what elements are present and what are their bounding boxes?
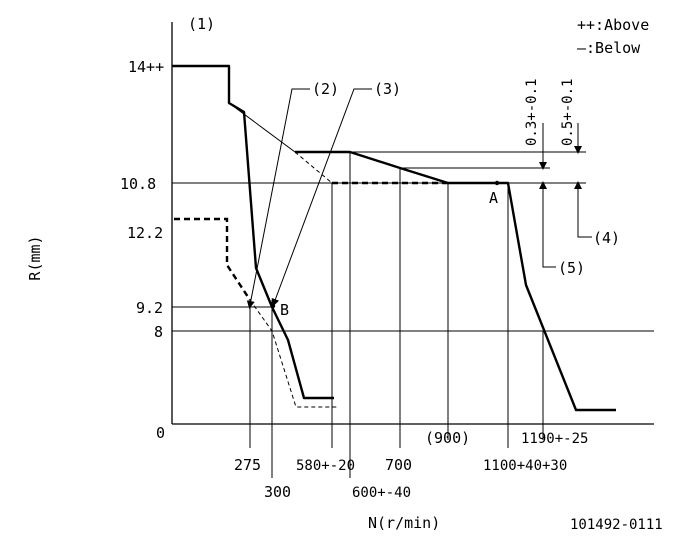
drawing-number: 101492-0111 [570, 517, 663, 533]
point-b-label: B [280, 301, 289, 319]
point-a-label: A [489, 189, 498, 207]
y-tick-14: 14++ [128, 58, 164, 76]
callout-3: (3) [374, 80, 401, 98]
leader-4 [577, 225, 592, 238]
x-tick-580: 580+-20 [296, 458, 355, 474]
x-tick-1100: 1100+40+30 [483, 458, 567, 474]
callout-5: (5) [558, 259, 585, 277]
y-tick-0: 0 [156, 424, 165, 442]
tolerance-03: 0.3+-0.1 [524, 79, 540, 146]
dashed-connector [294, 151, 333, 184]
legend-below: —:Below [577, 39, 641, 57]
upper-curve [295, 150, 616, 412]
x-tick-300: 300 [264, 483, 291, 501]
x-axis-title: N(r/min) [368, 514, 440, 532]
point-b-marker [270, 303, 276, 309]
callout-2: (2) [312, 80, 339, 98]
tolerance-05: 0.5+-0.1 [560, 79, 576, 146]
y-tick-12-2: 12.2 [127, 224, 163, 242]
dashed-lower-tail [249, 299, 338, 408]
corner-label: (1) [188, 15, 215, 33]
point-a-marker [494, 180, 500, 186]
leader-2 [246, 88, 310, 309]
main-curve [172, 64, 334, 400]
y-axis-title: R(mm) [26, 235, 44, 280]
x-tick-700: 700 [385, 456, 412, 474]
x-tick-600: 600+-40 [352, 485, 411, 501]
callout-4: (4) [593, 229, 620, 247]
droop-line [228, 102, 296, 153]
x-tick-275: 275 [234, 456, 261, 474]
leader-3 [271, 88, 372, 307]
x-tick-900: (900) [425, 429, 470, 447]
x-tick-1190: 1190+-25 [521, 431, 588, 447]
legend-above: ++:Above [577, 16, 649, 34]
y-tick-10-8: 10.8 [120, 175, 156, 193]
dashed-lower-curve [174, 217, 252, 301]
y-tick-9-2: 9.2 [136, 299, 163, 317]
leader-5 [542, 215, 556, 268]
y-tick-8: 8 [154, 323, 163, 341]
